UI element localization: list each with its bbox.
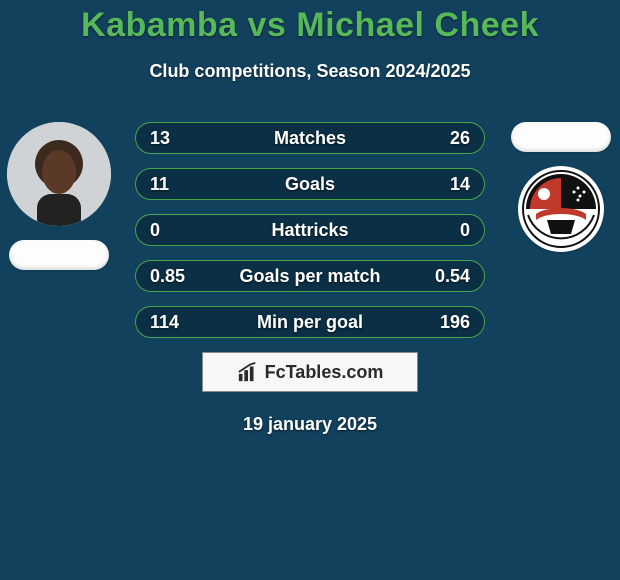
stats-table: 13 Matches 26 11 Goals 14 0 Hattricks 0 … xyxy=(135,122,485,338)
stat-row-hattricks: 0 Hattricks 0 xyxy=(135,214,485,246)
stat-label: Matches xyxy=(136,128,484,149)
stat-right-value: 196 xyxy=(440,312,470,333)
stat-row-matches: 13 Matches 26 xyxy=(135,122,485,154)
comparison-card: Kabamba vs Michael Cheek Club competitio… xyxy=(0,0,620,580)
stat-left-value: 0 xyxy=(150,220,160,241)
watermark-text: FcTables.com xyxy=(265,362,384,383)
stat-left-value: 11 xyxy=(150,174,169,195)
bar-chart-icon xyxy=(237,361,259,383)
right-club-pill xyxy=(511,122,611,152)
stat-right-value: 0 xyxy=(460,220,470,241)
stat-label: Min per goal xyxy=(136,312,484,333)
stat-label: Hattricks xyxy=(136,220,484,241)
left-player-avatar xyxy=(7,122,111,226)
page-title: Kabamba vs Michael Cheek xyxy=(0,0,620,45)
left-player-column xyxy=(4,122,114,270)
body-area: 13 Matches 26 11 Goals 14 0 Hattricks 0 … xyxy=(0,122,620,435)
subtitle: Club competitions, Season 2024/2025 xyxy=(0,61,620,82)
stat-right-value: 0.54 xyxy=(435,266,470,287)
stat-left-value: 13 xyxy=(150,128,170,149)
left-club-pill xyxy=(9,240,109,270)
stat-label: Goals xyxy=(136,174,484,195)
right-club-crest xyxy=(518,166,604,252)
stat-left-value: 0.85 xyxy=(150,266,185,287)
stat-right-value: 14 xyxy=(450,174,470,195)
person-icon xyxy=(7,122,111,226)
watermark: FcTables.com xyxy=(202,352,418,392)
right-player-column xyxy=(506,122,616,252)
date: 19 january 2025 xyxy=(0,414,620,435)
club-crest-icon xyxy=(522,170,600,248)
stat-row-goals-per-match: 0.85 Goals per match 0.54 xyxy=(135,260,485,292)
stat-left-value: 114 xyxy=(150,312,179,333)
stat-row-goals: 11 Goals 14 xyxy=(135,168,485,200)
stat-row-min-per-goal: 114 Min per goal 196 xyxy=(135,306,485,338)
stat-right-value: 26 xyxy=(450,128,470,149)
stat-label: Goals per match xyxy=(136,266,484,287)
